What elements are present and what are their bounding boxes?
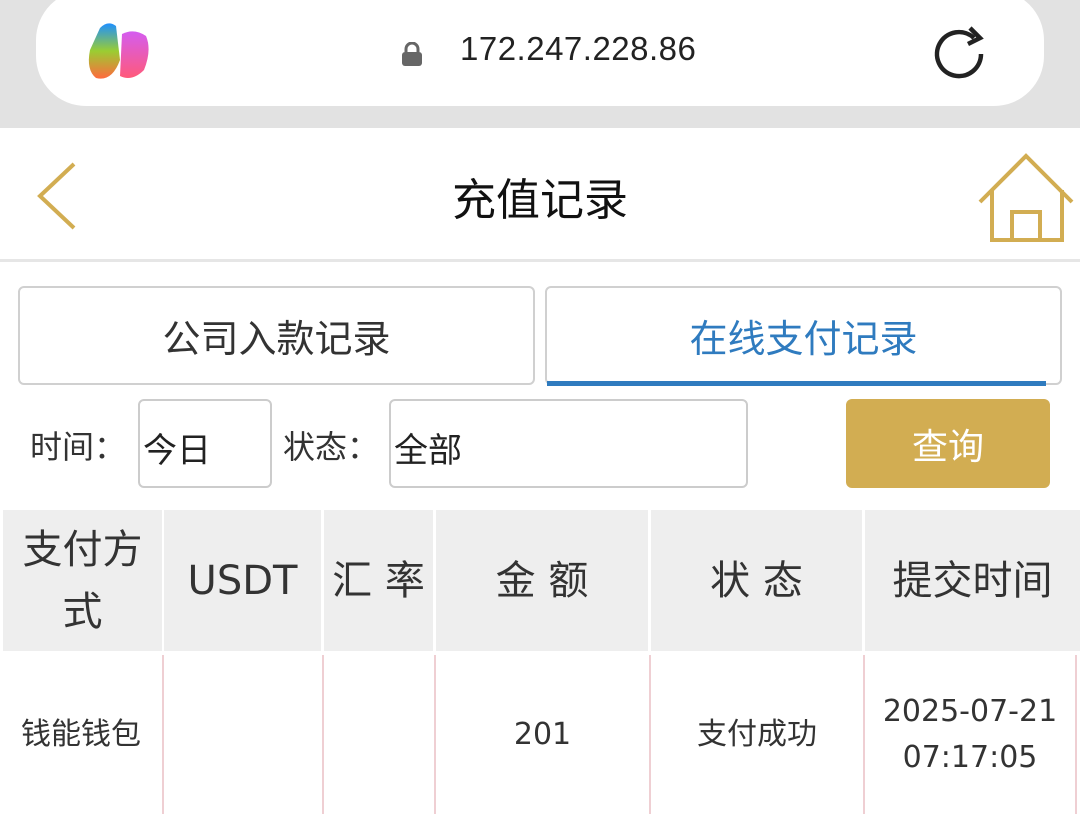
column-header-usdt: USDT bbox=[164, 510, 321, 651]
cell-amount: 201 bbox=[434, 655, 649, 814]
query-button[interactable]: 查询 bbox=[846, 399, 1050, 488]
column-header-time: 提交时间 bbox=[865, 510, 1080, 651]
reload-icon[interactable] bbox=[930, 24, 988, 82]
cell-method: 钱能钱包 bbox=[21, 716, 141, 752]
time-label: 时间： bbox=[30, 428, 127, 466]
browser-bar: 172.247.228.86 bbox=[0, 0, 1080, 128]
page-title: 充值记录 bbox=[452, 175, 628, 226]
home-icon[interactable] bbox=[976, 152, 1076, 244]
chevron-left-icon[interactable] bbox=[34, 160, 80, 232]
status-select[interactable]: 全部 bbox=[389, 399, 748, 488]
lock-icon bbox=[402, 42, 422, 66]
cell-usdt bbox=[162, 655, 322, 814]
url-text[interactable]: 172.247.228.86 bbox=[460, 30, 697, 67]
status-label: 状态： bbox=[283, 428, 380, 466]
tab-online-payment[interactable]: 在线支付记录 bbox=[545, 286, 1062, 386]
column-header-method: 支付方式 bbox=[3, 510, 162, 651]
cell-time: 2025-07-21 07:17:05 bbox=[863, 655, 1077, 814]
copilot-logo-icon[interactable] bbox=[86, 20, 154, 84]
page-header: 充值记录 bbox=[0, 128, 1080, 262]
tab-company-deposit[interactable]: 公司入款记录 bbox=[18, 286, 535, 385]
time-select[interactable]: 今日 bbox=[138, 399, 272, 488]
column-header-status: 状 态 bbox=[651, 510, 862, 651]
column-header-rate: 汇 率 bbox=[324, 510, 433, 651]
column-header-amount: 金 额 bbox=[436, 510, 648, 651]
address-bar[interactable] bbox=[36, 0, 1044, 106]
cell-rate bbox=[322, 655, 434, 814]
cell-status: 支付成功 bbox=[649, 655, 863, 814]
